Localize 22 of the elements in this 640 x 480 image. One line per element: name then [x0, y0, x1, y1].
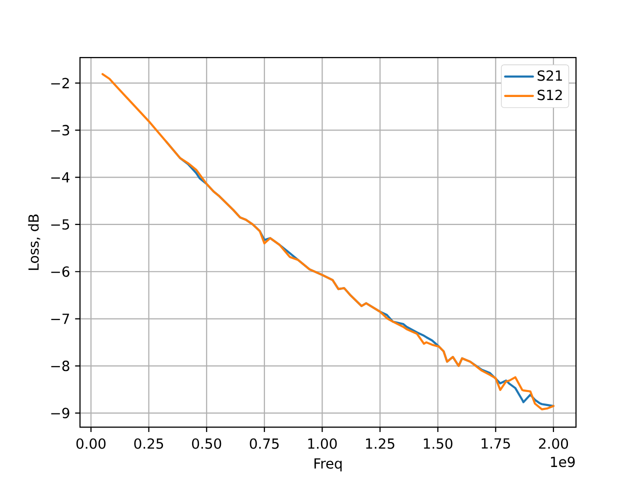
x-tick-label: 0.00 [76, 438, 106, 449]
text: 1e9 [551, 456, 575, 468]
y-tick-label: −6 [51, 266, 70, 277]
legend-label: S21 [538, 70, 562, 81]
y-tick-label: −9 [51, 408, 70, 418]
legend-label: S12 [538, 90, 562, 100]
x-tick-label: 1.00 [308, 438, 337, 449]
y-tick-label: −8 [51, 360, 70, 372]
y-tick-label: −4 [51, 172, 70, 182]
x-tick-label: 1.50 [424, 438, 452, 449]
x-tick-label: 0.50 [192, 438, 222, 449]
x-tick-label: 1.25 [366, 438, 394, 449]
y-tick-label: −5 [51, 219, 70, 230]
y-axis-title: Loss, dB [28, 214, 40, 270]
x-tick-label: 2.00 [539, 438, 568, 449]
y-tick-label: −2 [51, 78, 69, 88]
x-tick-label: 0.25 [134, 438, 164, 449]
x-axis-title: Freq [314, 458, 342, 472]
x-tick-label: 0.75 [250, 438, 279, 449]
y-tick-label: −3 [51, 124, 70, 136]
y-tick-label: −7 [51, 314, 70, 324]
x-tick-label: 1.75 [482, 438, 510, 449]
